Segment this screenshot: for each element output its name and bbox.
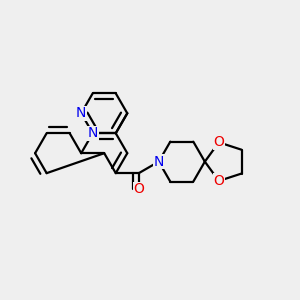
Text: N: N xyxy=(88,126,98,140)
Text: O: O xyxy=(134,182,144,196)
Text: N: N xyxy=(76,106,86,120)
Text: O: O xyxy=(213,174,224,188)
Text: N: N xyxy=(154,154,164,169)
Text: O: O xyxy=(213,135,224,149)
